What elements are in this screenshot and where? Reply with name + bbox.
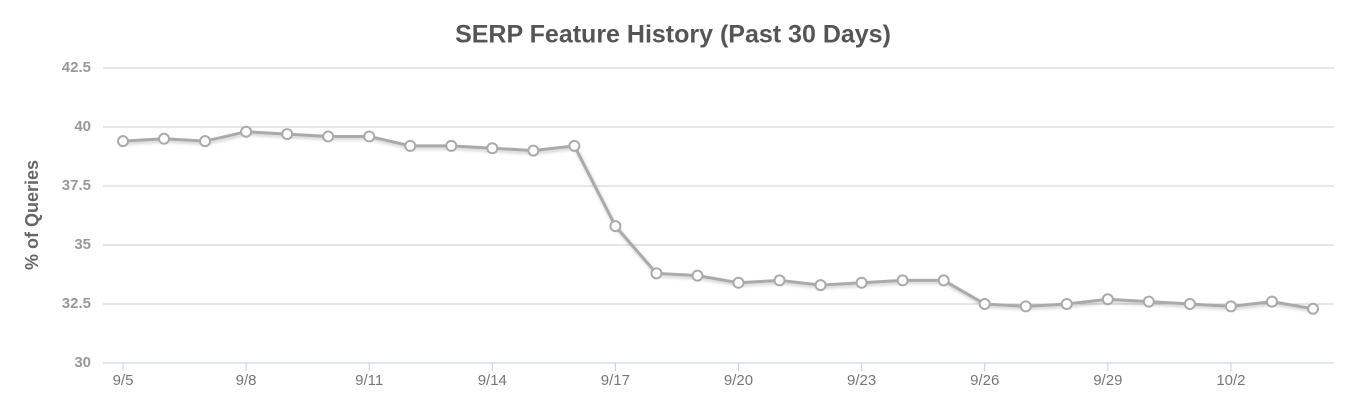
- x-tick-label: 9/17: [601, 372, 630, 389]
- y-tick-label: 32.5: [62, 295, 91, 312]
- data-point: [1019, 300, 1032, 313]
- data-point: [240, 125, 253, 138]
- data-point: [691, 269, 704, 282]
- data-point: [404, 139, 417, 152]
- data-point: [1265, 295, 1278, 308]
- data-point: [1101, 293, 1114, 306]
- x-tick-label: 9/29: [1093, 372, 1122, 389]
- x-tick-label: 9/14: [478, 372, 507, 389]
- y-tick-label: 40: [74, 118, 91, 135]
- data-point: [896, 274, 909, 287]
- data-point: [363, 130, 376, 143]
- y-tick-label: 30: [74, 354, 91, 371]
- data-point: [445, 139, 458, 152]
- data-point: [527, 144, 540, 157]
- data-point: [732, 276, 745, 289]
- data-point: [568, 139, 581, 152]
- data-point: [978, 298, 991, 310]
- data-point: [814, 279, 827, 292]
- data-point: [609, 220, 622, 233]
- data-point: [486, 142, 499, 155]
- x-tick-label: 10/2: [1216, 372, 1245, 389]
- x-tick-label: 9/23: [847, 372, 876, 389]
- chart-title: SERP Feature History (Past 30 Days): [455, 21, 891, 49]
- data-point: [1183, 298, 1196, 310]
- y-tick-label: 42.5: [62, 59, 91, 76]
- data-point: [322, 130, 335, 143]
- x-tick-label: 9/20: [724, 372, 753, 389]
- series-line: [122, 130, 1314, 311]
- x-tick-label: 9/11: [355, 372, 383, 389]
- data-point: [1307, 302, 1319, 315]
- x-tick-label: 9/26: [970, 372, 999, 389]
- x-tick-label: 9/5: [113, 372, 134, 389]
- data-point: [855, 276, 868, 289]
- data-point: [1224, 300, 1237, 313]
- y-tick-label: 35: [74, 236, 91, 253]
- data-point: [199, 135, 212, 148]
- data-point: [650, 267, 663, 280]
- data-point: [117, 135, 129, 148]
- data-point: [1060, 298, 1073, 310]
- y-axis-label: % of Queries: [22, 160, 42, 270]
- x-tick-label: 9/8: [236, 372, 257, 389]
- data-point: [158, 132, 171, 145]
- data-point: [281, 128, 294, 141]
- data-point: [937, 274, 950, 287]
- data-point: [773, 274, 786, 287]
- data-point: [1142, 295, 1155, 308]
- y-tick-label: 37.5: [62, 177, 91, 194]
